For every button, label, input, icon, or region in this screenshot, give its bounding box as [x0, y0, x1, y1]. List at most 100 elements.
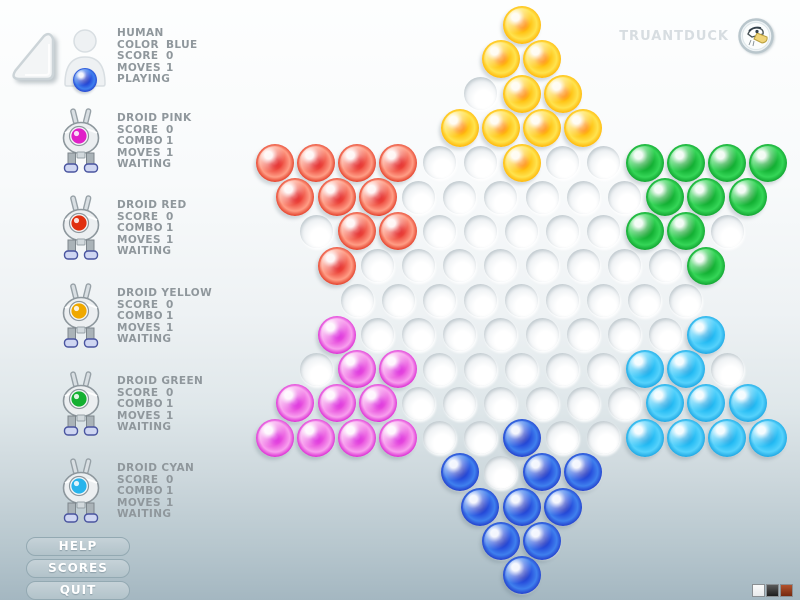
- marble-yellow[interactable]: [523, 109, 562, 148]
- marble-green[interactable]: [749, 143, 788, 182]
- marble-pink[interactable]: [276, 384, 315, 423]
- board-hole[interactable]: [505, 283, 538, 317]
- marble-yellow[interactable]: [523, 40, 562, 79]
- marble-yellow[interactable]: [440, 109, 479, 148]
- marble-blue[interactable]: [440, 453, 479, 492]
- marble-yellow[interactable]: [564, 109, 603, 148]
- board-hole[interactable]: [402, 249, 436, 283]
- marble-yellow[interactable]: [481, 40, 520, 79]
- theme-swatch-brown[interactable]: [780, 584, 793, 597]
- board-hole[interactable]: [484, 455, 518, 489]
- marble-green[interactable]: [625, 143, 664, 182]
- theme-swatch-light[interactable]: [752, 584, 765, 597]
- board-hole[interactable]: [587, 283, 621, 317]
- board-hole[interactable]: [587, 146, 621, 180]
- marble-pink[interactable]: [338, 350, 377, 388]
- marble-cyan[interactable]: [687, 315, 726, 354]
- board-hole[interactable]: [443, 318, 477, 352]
- board-hole[interactable]: [525, 386, 559, 420]
- marble-red[interactable]: [379, 143, 418, 182]
- board-hole[interactable]: [505, 214, 538, 248]
- board-hole[interactable]: [607, 318, 641, 352]
- board-hole[interactable]: [463, 77, 497, 111]
- marble-cyan[interactable]: [625, 418, 664, 457]
- marble-yellow[interactable]: [502, 143, 541, 182]
- marble-yellow[interactable]: [543, 74, 582, 113]
- board-hole[interactable]: [607, 249, 641, 283]
- help-button[interactable]: HELP: [26, 537, 130, 556]
- board-hole[interactable]: [463, 352, 497, 386]
- marble-cyan[interactable]: [666, 350, 705, 388]
- board-hole[interactable]: [484, 249, 518, 283]
- board-hole[interactable]: [525, 318, 559, 352]
- marble-cyan[interactable]: [687, 384, 726, 423]
- marble-cyan[interactable]: [749, 418, 788, 457]
- marble-yellow[interactable]: [502, 74, 541, 113]
- board-hole[interactable]: [669, 283, 703, 317]
- marble-green[interactable]: [687, 178, 726, 216]
- quit-button[interactable]: QUIT: [26, 581, 130, 600]
- marble-red[interactable]: [255, 143, 294, 182]
- board-hole[interactable]: [422, 214, 456, 248]
- board-hole[interactable]: [587, 421, 621, 455]
- marble-red[interactable]: [317, 246, 356, 285]
- board-hole[interactable]: [566, 249, 600, 283]
- board-hole[interactable]: [710, 214, 744, 248]
- board-hole[interactable]: [422, 283, 456, 317]
- board-hole[interactable]: [443, 180, 477, 214]
- board-hole[interactable]: [505, 352, 538, 386]
- marble-pink[interactable]: [379, 418, 418, 457]
- marble-yellow[interactable]: [502, 6, 541, 44]
- marble-cyan[interactable]: [625, 350, 664, 388]
- marble-blue[interactable]: [543, 487, 582, 526]
- board-hole[interactable]: [299, 214, 333, 248]
- marble-cyan[interactable]: [708, 418, 746, 457]
- board-hole[interactable]: [566, 180, 600, 214]
- marble-pink[interactable]: [317, 384, 356, 423]
- board-hole[interactable]: [381, 283, 415, 317]
- board-hole[interactable]: [484, 386, 518, 420]
- marble-pink[interactable]: [255, 418, 294, 457]
- marble-blue[interactable]: [523, 522, 562, 560]
- marble-blue[interactable]: [502, 556, 541, 595]
- board-hole[interactable]: [546, 214, 580, 248]
- marble-yellow[interactable]: [481, 109, 520, 148]
- marble-cyan[interactable]: [666, 418, 705, 457]
- marble-green[interactable]: [687, 246, 726, 285]
- board-hole[interactable]: [607, 180, 641, 214]
- back-wedge-icon[interactable]: [7, 28, 61, 86]
- board-hole[interactable]: [525, 180, 559, 214]
- board-hole[interactable]: [299, 352, 333, 386]
- marble-green[interactable]: [646, 178, 685, 216]
- marble-red[interactable]: [338, 143, 377, 182]
- board-hole[interactable]: [422, 352, 456, 386]
- theme-swatch-dark[interactable]: [766, 584, 779, 597]
- marble-blue[interactable]: [502, 487, 541, 526]
- marble-red[interactable]: [358, 178, 397, 216]
- board-hole[interactable]: [463, 146, 497, 180]
- marble-red[interactable]: [297, 143, 335, 182]
- board-hole[interactable]: [402, 180, 436, 214]
- marble-blue[interactable]: [564, 453, 603, 492]
- marble-blue[interactable]: [523, 453, 562, 492]
- marble-blue[interactable]: [502, 418, 541, 457]
- scores-button[interactable]: SCORES: [26, 559, 130, 578]
- board-hole[interactable]: [463, 421, 497, 455]
- marble-green[interactable]: [728, 178, 767, 216]
- board-hole[interactable]: [587, 214, 621, 248]
- board-hole[interactable]: [443, 386, 477, 420]
- board-hole[interactable]: [463, 283, 497, 317]
- board-hole[interactable]: [546, 283, 580, 317]
- board-hole[interactable]: [566, 386, 600, 420]
- marble-green[interactable]: [625, 212, 664, 251]
- marble-blue[interactable]: [481, 522, 520, 560]
- board-hole[interactable]: [710, 352, 744, 386]
- board-hole[interactable]: [648, 318, 682, 352]
- board-hole[interactable]: [628, 283, 662, 317]
- board-hole[interactable]: [546, 146, 580, 180]
- marble-pink[interactable]: [317, 315, 356, 354]
- marble-green[interactable]: [666, 143, 705, 182]
- marble-cyan[interactable]: [646, 384, 685, 423]
- board-hole[interactable]: [607, 386, 641, 420]
- marble-red[interactable]: [338, 212, 377, 251]
